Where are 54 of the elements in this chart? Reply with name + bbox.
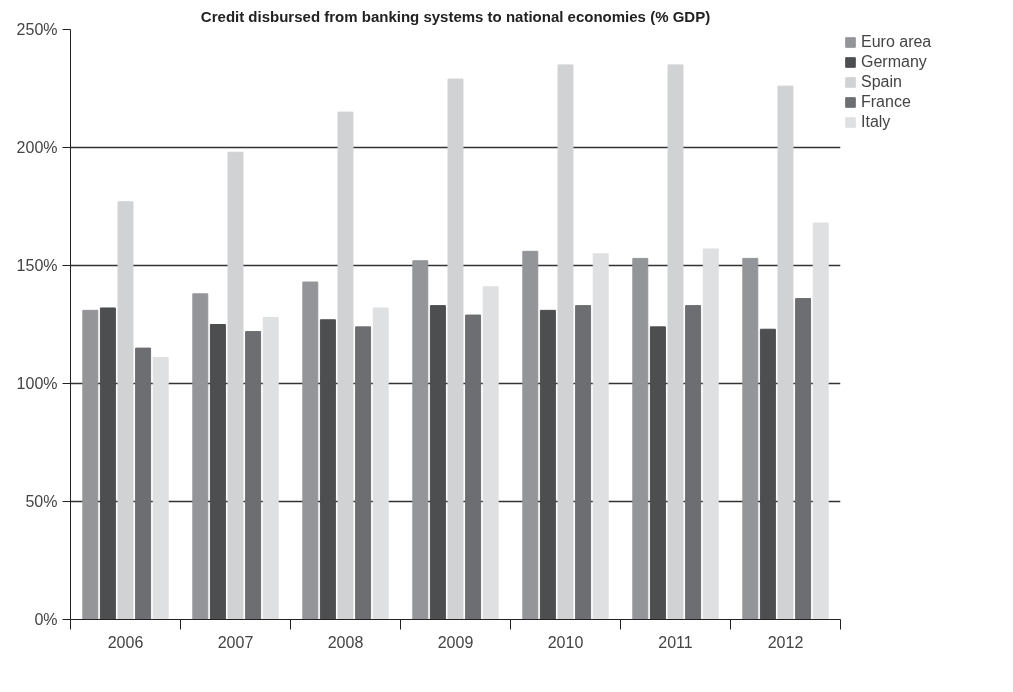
bar	[522, 250, 539, 620]
bar	[372, 307, 389, 620]
bar	[135, 347, 152, 620]
bar	[337, 111, 354, 620]
bar	[192, 293, 209, 620]
legend-label: France	[861, 93, 911, 111]
bar	[302, 281, 319, 620]
y-tick-label: 150%	[16, 257, 58, 274]
x-tick-label: 2007	[217, 633, 254, 651]
bar	[557, 64, 574, 620]
x-tick-label: 2011	[658, 633, 693, 651]
bar	[82, 309, 99, 620]
bar	[812, 222, 829, 620]
bar	[227, 151, 244, 620]
bar	[777, 85, 794, 620]
bar	[649, 326, 666, 620]
x-tick-label: 2009	[437, 633, 474, 651]
bar	[702, 248, 719, 620]
y-tick-label: 250%	[16, 21, 58, 38]
legend-label: Italy	[861, 113, 891, 131]
y-tick-label: 200%	[16, 139, 58, 156]
bar	[262, 316, 279, 620]
bar	[632, 257, 649, 620]
bar	[482, 286, 499, 620]
y-tick-label: 50%	[25, 493, 58, 510]
bar	[795, 298, 812, 620]
y-tick-label: 0%	[34, 611, 58, 628]
bar	[355, 326, 372, 620]
x-tick-label: 2012	[767, 633, 804, 651]
bar	[429, 305, 446, 620]
y-tick-label: 100%	[16, 375, 58, 392]
bar	[539, 309, 556, 620]
x-tick-label: 2008	[327, 633, 364, 651]
x-tick-label: 2006	[107, 633, 144, 651]
legend-label: Germany	[861, 53, 927, 71]
bar	[759, 328, 776, 620]
bar	[465, 314, 482, 620]
legend-label: Euro area	[861, 33, 932, 51]
bar	[447, 78, 464, 620]
bar	[685, 305, 702, 620]
bar	[412, 260, 429, 620]
bar	[152, 357, 169, 620]
bar	[245, 331, 262, 620]
legend-label: Spain	[861, 73, 902, 91]
bar	[575, 305, 592, 620]
bar	[209, 324, 226, 620]
bar	[742, 257, 759, 620]
x-tick-label: 2010	[547, 633, 584, 651]
bar	[667, 64, 684, 620]
bar	[592, 253, 609, 620]
bar	[99, 307, 116, 620]
bar	[117, 201, 134, 620]
chart-title: Credit disbursed from banking systems to national economies (% GDP)	[200, 7, 711, 25]
bar	[319, 319, 336, 620]
